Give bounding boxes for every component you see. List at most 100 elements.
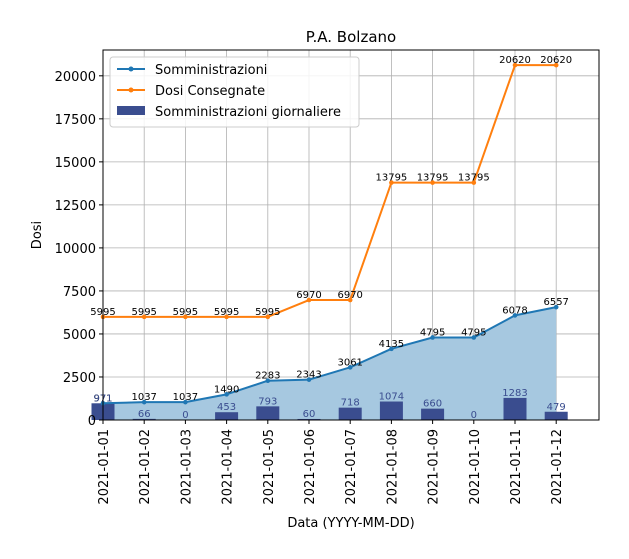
dosi-consegnate-data-label: 6970 [337,290,362,301]
daily-bars [91,397,568,420]
somministrazioni-data-label: 6078 [502,305,527,316]
x-tick-label: 2021-01-07 [344,429,359,505]
dosi-consegnate-point [553,62,559,68]
daily-bar [256,406,280,420]
legend-item-dosi-consegnate: Dosi Consegnate [117,84,265,99]
legend-label-somministrazioni: Somministrazioni [155,63,267,78]
x-axis-label: Data (YYYY-MM-DD) [287,516,414,531]
dosi-consegnate-point [306,297,312,303]
x-tick-label: 2021-01-11 [509,429,524,505]
legend-item-somministrazioni: Somministrazioni [117,63,267,78]
daily-bar [297,418,321,420]
y-tick-label: 15000 [55,156,96,171]
dosi-consegnate-point [389,180,394,185]
daily-data-label: 718 [341,398,360,409]
daily-data-label: 793 [258,396,277,407]
y-axis-label: Dosi [30,221,45,249]
daily-data-label: 453 [217,402,236,413]
daily-bar [421,408,445,420]
somministrazioni-point [306,377,312,382]
dosi-consegnate-data-label: 13795 [417,173,449,184]
somministrazioni-point [430,335,435,340]
legend-swatch-somministrazioni-giornaliere [117,106,145,115]
somministrazioni-data-label: 2343 [296,370,321,381]
daily-data-label: 66 [138,409,151,420]
x-tick-label: 2021-01-10 [468,429,483,505]
somministrazioni-point [141,399,147,405]
dosi-consegnate-point [347,297,353,303]
somministrazioni-point [389,346,394,352]
dosi-consegnate-point [265,314,271,320]
y-tick-label: 20000 [55,70,96,85]
somministrazioni-data-label: 3061 [337,357,362,368]
daily-data-label: 1074 [379,392,404,403]
daily-bar [544,411,568,420]
x-tick-label: 2021-01-09 [427,429,442,505]
dosi-consegnate-point [512,62,518,68]
daily-data-label: 479 [547,402,566,413]
dosi-consegnate-point [471,180,477,185]
x-tick-label: 2021-01-01 [97,429,112,505]
daily-bar [503,397,527,420]
y-tick-label: 5000 [63,328,96,343]
x-tick-label: 2021-01-08 [385,429,400,505]
somministrazioni-data-label: 6557 [543,297,568,308]
daily-data-label: 0 [471,410,477,421]
x-tick-label: 2021-01-06 [303,429,318,505]
plot-frame [102,49,600,421]
dosi-consegnate-line [103,64,557,318]
dosi-consegnate-point [224,314,229,320]
dosi-consegnate-point [141,314,147,320]
somministrazioni-data-label: 1037 [131,392,156,403]
daily-data-label: 0 [182,410,188,421]
x-axis-ticks: 2021-01-01 2021-01-02 2021-01-03 2021-01-04… [97,420,565,505]
y-tick-label: 17500 [55,113,96,128]
cumulative-area-fill [103,307,557,420]
legend-box [109,56,360,128]
x-tick-label: 2021-01-04 [221,429,236,505]
chart-title: P.A. Bolzano [306,28,396,46]
legend-item-somministrazioni-giornaliere: Somministrazioni giornaliere [117,105,341,120]
y-tick-label: 10000 [55,242,96,257]
cumulative-area [103,307,557,420]
somministrazioni-point [512,313,518,318]
y-tick-label: 7500 [63,285,96,300]
y-axis-ticks: 0 2500 5000 7500 10000 12500 15000 17500 20000 [55,70,103,429]
dosi-consegnate-data-label: 5995 [173,307,198,318]
somministrazioni-line [102,306,557,405]
legend-marker-dosi-consegnate [128,87,134,93]
daily-bar [215,412,239,420]
somministrazioni-point [265,378,271,384]
legend-label-dosi-consegnate: Dosi Consegnate [155,84,265,99]
daily-data-label: 660 [423,399,442,410]
somministrazioni-point [183,399,188,405]
dosi-consegnate-data-label: 20620 [499,55,531,66]
dosi-consegnate-point [183,314,188,320]
daily-bar [379,401,403,420]
somministrazioni-point [224,392,229,397]
x-tick-label: 2021-01-05 [262,429,277,505]
daily-bar [132,418,156,420]
y-tick-label: 12500 [55,199,96,214]
dosi-consegnate-data-label: 20620 [540,55,572,66]
somministrazioni-data-label: 1037 [173,392,198,403]
dosi-consegnate-data-label: 6970 [296,290,321,301]
dosi-consegnate-data-label: 5995 [214,307,239,318]
dosi-consegnate-data-label: 13795 [458,173,490,184]
daily-bar [338,407,362,420]
dosi-consegnate-data-label: 5995 [255,307,280,318]
somministrazioni-data-label: 2283 [255,371,280,382]
x-tick-label: 2021-01-02 [138,429,153,505]
somministrazioni-data-label: 4135 [379,339,404,350]
somministrazioni-data-label: 4795 [420,327,445,338]
dosi-consegnate-point [430,180,435,185]
somministrazioni-point [553,304,559,310]
y-tick-label: 2500 [63,371,96,386]
y-tick-label: 0 [88,414,96,429]
daily-data-label: 60 [303,409,316,420]
series-lines [100,62,559,406]
dosi-consegnate-data-label: 5995 [131,307,156,318]
somministrazioni-data-label: 1490 [214,384,239,395]
somministrazioni-point [471,335,477,340]
